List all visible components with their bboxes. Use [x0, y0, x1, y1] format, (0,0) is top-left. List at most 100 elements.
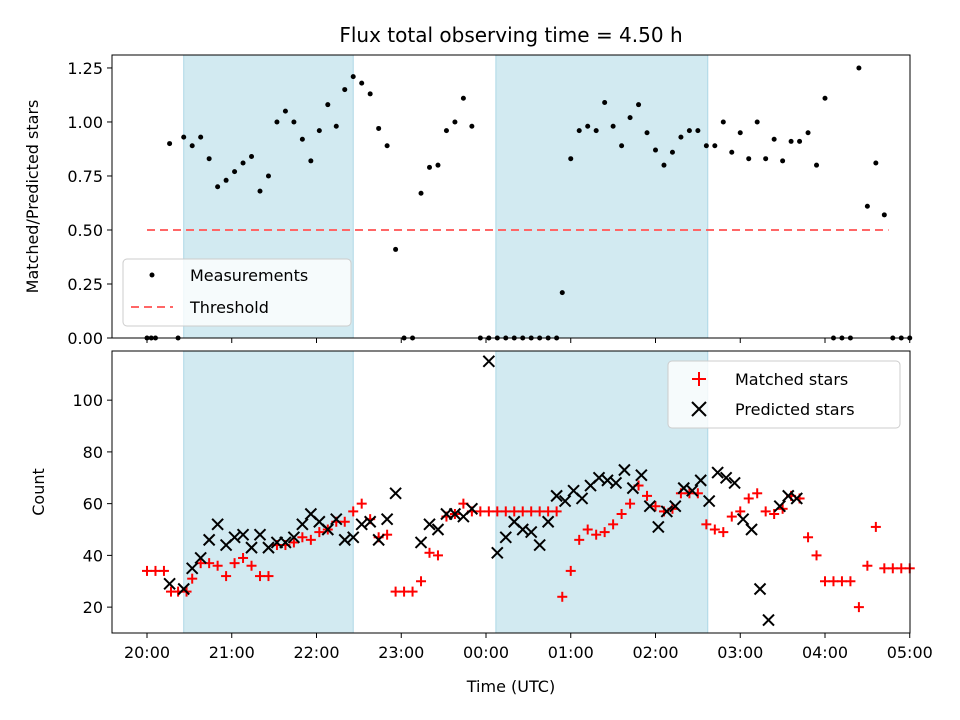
- matched-stars-point: [896, 563, 907, 574]
- matched-stars-point: [599, 527, 610, 538]
- top-y-tick-label: 0.00: [67, 329, 103, 348]
- measurement-point: [610, 123, 616, 129]
- matched-stars-point: [803, 532, 814, 543]
- predicted-stars-point: [253, 528, 267, 541]
- predicted-stars-point: [626, 481, 640, 495]
- matched-stars-point: [718, 527, 729, 538]
- predicted-stars-point: [262, 541, 275, 554]
- matched-stars-point: [255, 571, 265, 582]
- matched-stars-point: [551, 506, 562, 517]
- predicted-stars-point-b: [508, 515, 521, 528]
- measurement-point: [644, 130, 650, 136]
- predicted-stars-point: [321, 523, 335, 536]
- predicted-stars-point-b: [762, 613, 775, 627]
- predicted-stars-point: [177, 582, 190, 596]
- measurement-point: [435, 162, 441, 168]
- measurement-point: [746, 156, 752, 162]
- predicted-stars-point: [677, 481, 690, 495]
- predicted-stars-point-b: [660, 505, 674, 518]
- predicted-stars-point-b: [558, 494, 572, 508]
- measurement-point: [181, 134, 187, 140]
- matched-stars-point: [565, 565, 576, 576]
- top-panel: 0.00 0.25 0.50 0.75 1.00 1.25 Matched/Predict…: [23, 54, 913, 348]
- matched-stars-point: [650, 501, 661, 512]
- predicted-stars-point-b: [202, 533, 216, 547]
- matched-stars-point: [424, 547, 435, 558]
- predicted-stars-point-b: [330, 512, 343, 526]
- matched-stars-point: [509, 506, 520, 517]
- matched-stars-point: [407, 586, 418, 597]
- measurement-point: [393, 246, 399, 252]
- measurement-point: [822, 95, 828, 101]
- measurement-point: [805, 130, 811, 136]
- measurement-point: [384, 143, 390, 149]
- predicted-stars-point: [773, 500, 787, 513]
- predicted-stars-point: [414, 536, 428, 549]
- measurement-point: [198, 134, 204, 140]
- predicted-stars-point-b: [448, 507, 462, 521]
- x-tick-label: 05:00: [887, 643, 933, 662]
- measurement-point: [282, 108, 288, 114]
- predicted-stars-point: [287, 531, 301, 544]
- matched-stars-point: [853, 602, 864, 613]
- matched-stars-point: [492, 506, 503, 517]
- matched-stars-point: [752, 488, 763, 499]
- matched-stars-point: [314, 527, 325, 538]
- x-tick-label: 21:00: [209, 643, 255, 662]
- bottom-y-axis-label: Count: [29, 468, 48, 516]
- predicted-stars-point-b: [736, 512, 750, 526]
- matched-stars-point: [390, 586, 401, 597]
- predicted-stars-point-b: [380, 512, 394, 526]
- predicted-stars-point-b: [677, 481, 690, 495]
- measurement-point: [797, 138, 803, 144]
- predicted-stars-point: [465, 502, 479, 516]
- measurement-point: [443, 128, 449, 134]
- predicted-stars-point-b: [702, 494, 716, 508]
- measurement-point: [864, 203, 870, 209]
- measurement-point: [653, 147, 658, 153]
- measurement-point: [559, 290, 565, 296]
- matched-stars-point: [526, 506, 537, 517]
- measurement-point: [720, 119, 726, 125]
- measurement-point: [223, 177, 229, 183]
- predicted-stars-point-b: [745, 523, 758, 536]
- chart-title: Flux total observing time = 4.50 h: [339, 23, 682, 47]
- measurement-point: [206, 156, 212, 162]
- predicted-stars-point: [686, 484, 699, 497]
- predicted-stars-point-b: [245, 541, 258, 554]
- predicted-stars-point-b: [533, 538, 546, 552]
- measurement-point: [265, 173, 271, 179]
- predicted-stars-point-b: [753, 582, 767, 596]
- predicted-stars-point: [711, 466, 724, 479]
- predicted-stars-point-b: [711, 466, 724, 479]
- predicted-stars-point-b: [194, 551, 207, 565]
- predicted-stars-point: [491, 546, 504, 560]
- measurement-point: [274, 119, 280, 125]
- measurement-point: [619, 143, 625, 149]
- top-y-tick-label: 0.50: [67, 221, 103, 240]
- predicted-stars-point-b: [304, 507, 318, 521]
- measurement-point: [350, 74, 356, 80]
- predicted-stars-point-b: [177, 582, 190, 596]
- predicted-stars-point: [541, 515, 555, 528]
- predicted-stars-point-b: [236, 528, 250, 541]
- matched-stars-point: [828, 576, 839, 587]
- legend-predicted-label: Predicted stars: [735, 400, 855, 419]
- measurement-point: [856, 65, 862, 71]
- matched-stars-point: [642, 490, 653, 501]
- measurement-point: [695, 128, 701, 134]
- predicted-stars-point: [592, 471, 606, 484]
- matched-stars-point: [534, 506, 545, 517]
- predicted-stars-point-b: [372, 533, 385, 547]
- predicted-stars-point: [728, 476, 741, 490]
- top-axes-frame: [111, 54, 911, 339]
- top-y-ticks: 0.00 0.25 0.50 0.75 1.00 1.25: [67, 59, 112, 348]
- measurement-point: [167, 141, 173, 147]
- predicted-stars-point: [635, 468, 648, 482]
- x-tick-label: 03:00: [717, 643, 763, 662]
- x-tick-label: 04:00: [802, 643, 848, 662]
- predicted-stars-point: [448, 507, 462, 521]
- measurement-point: [814, 162, 820, 168]
- matched-stars-point: [475, 506, 486, 517]
